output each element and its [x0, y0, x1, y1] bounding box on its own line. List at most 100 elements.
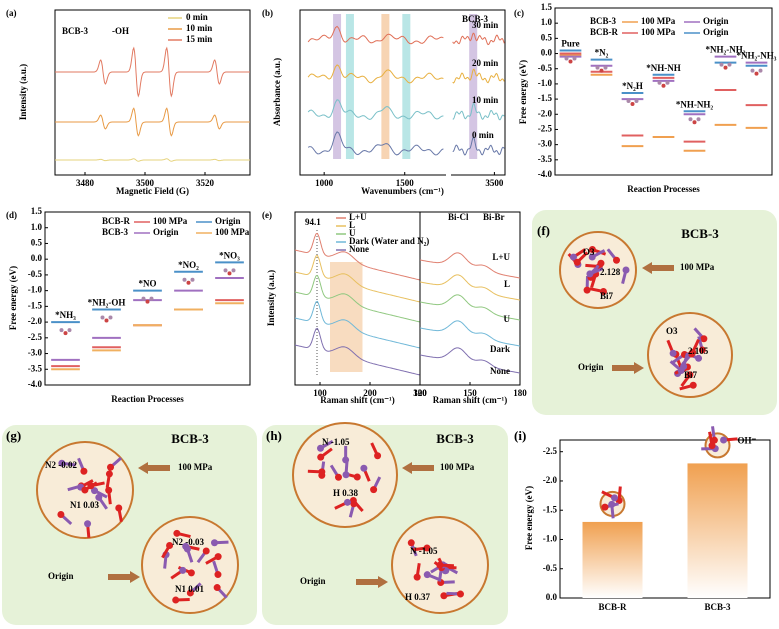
atom: [407, 539, 415, 547]
atom: [374, 452, 382, 460]
panel-label: (i): [514, 428, 526, 443]
molecule-atom: [758, 68, 763, 73]
curve: [55, 158, 250, 162]
curve: [294, 274, 420, 323]
atom: [686, 371, 694, 379]
atom: [669, 349, 677, 357]
charge-label: N -1.05: [322, 437, 350, 447]
arrow: [642, 262, 674, 274]
atom: [710, 436, 718, 444]
curve: [419, 274, 521, 301]
y-tick-label: -1.0: [28, 285, 43, 295]
y-tick-label: -2.5: [538, 124, 553, 134]
y-tick-label: -3.0: [28, 348, 43, 358]
legend-label: L: [349, 220, 355, 230]
atom: [413, 573, 421, 581]
step-label: *NH-NH₂: [676, 99, 713, 109]
atom: [334, 473, 342, 481]
atom: [360, 464, 368, 472]
molecule-atom: [634, 99, 639, 104]
plot-frame: [54, 9, 251, 176]
molecule-atom: [59, 328, 64, 333]
step-label: *N₂H: [622, 81, 643, 91]
molecule-atom: [63, 331, 68, 336]
condition: 100 MPa: [440, 462, 475, 472]
y-tick-label: -2.0: [28, 316, 43, 326]
inset: [141, 516, 239, 614]
atom: [586, 270, 594, 278]
atom: [105, 486, 113, 494]
atom: [599, 287, 607, 295]
x-tick-label: 1000: [315, 178, 334, 188]
step-label: *NH-NH: [646, 63, 681, 73]
x-tick-label: 120: [413, 388, 427, 398]
x-axis-label: Raman shift (cm⁻¹): [433, 395, 507, 405]
legend-label: U: [349, 228, 356, 238]
x-tick-label: 300: [413, 388, 427, 398]
atom: [573, 258, 581, 266]
molecule-atom: [727, 62, 732, 67]
bar: [582, 521, 643, 598]
curve: [294, 254, 420, 303]
curve: [419, 252, 521, 279]
atom: [695, 354, 703, 362]
y-tick-label: 0.0: [31, 253, 43, 263]
y-tick-label: 1.5: [31, 206, 43, 216]
atom: [179, 566, 187, 574]
step-label: *NH₂-NH₂: [706, 45, 746, 55]
atom: [107, 463, 115, 471]
curve: [307, 25, 444, 45]
legend-group: BCB-3: [102, 227, 129, 237]
legend-label: None: [349, 244, 369, 254]
x-axis-label: Magnetic Field (G): [116, 186, 189, 196]
atom: [318, 468, 326, 476]
y-tick-label: -2.5: [28, 332, 43, 342]
molecule-atom: [754, 71, 759, 76]
atom: [317, 444, 325, 452]
x-tick-label: BCB-R: [598, 602, 627, 612]
atom: [115, 504, 123, 512]
molecule-atom: [696, 117, 701, 122]
atom: [588, 253, 596, 261]
arrow: [402, 462, 434, 474]
band: [333, 14, 342, 159]
atom: [569, 253, 577, 261]
band: [381, 14, 390, 159]
atom: [350, 500, 358, 508]
y-tick-label: 0.0: [541, 48, 553, 58]
molecule-atom: [564, 56, 569, 61]
sample: BCB-3: [62, 26, 89, 36]
curve: [307, 64, 444, 84]
atom: [317, 453, 325, 461]
curve: [55, 46, 250, 98]
y-axis-label: Free energy (eV): [8, 266, 18, 330]
legend-label: L+U: [349, 212, 367, 222]
molecule-atom: [657, 80, 662, 85]
x-axis-label: Reaction Processes: [627, 184, 700, 194]
y-tick-label: -0.5: [538, 63, 553, 73]
curve: [307, 99, 444, 120]
distance: 2.128: [600, 267, 621, 277]
band: [402, 14, 411, 159]
band: [345, 14, 354, 159]
atom: [708, 442, 716, 450]
y-tick-label: -4.0: [28, 379, 43, 389]
legend-label: Origin: [703, 27, 729, 37]
atom: [440, 592, 448, 600]
panel-label: (c): [514, 8, 524, 18]
band: [469, 14, 478, 159]
atom: [58, 459, 66, 467]
atom: [423, 571, 431, 579]
step-label: *NH₂-NH₃: [737, 51, 777, 61]
panel-label: (f): [537, 223, 550, 238]
annotation: OH⁻: [738, 435, 757, 445]
molecule-atom: [595, 65, 600, 70]
charge-label: N2 -0.03: [172, 537, 204, 547]
molecule-atom: [67, 328, 72, 333]
panel-bg: [532, 210, 777, 415]
inset-title: BCB-3: [681, 226, 719, 241]
molecule-atom: [100, 315, 105, 320]
x-tick-label: 100: [313, 388, 327, 398]
atom-label: O3: [583, 247, 595, 257]
y-tick-label: 0.5: [541, 32, 553, 42]
